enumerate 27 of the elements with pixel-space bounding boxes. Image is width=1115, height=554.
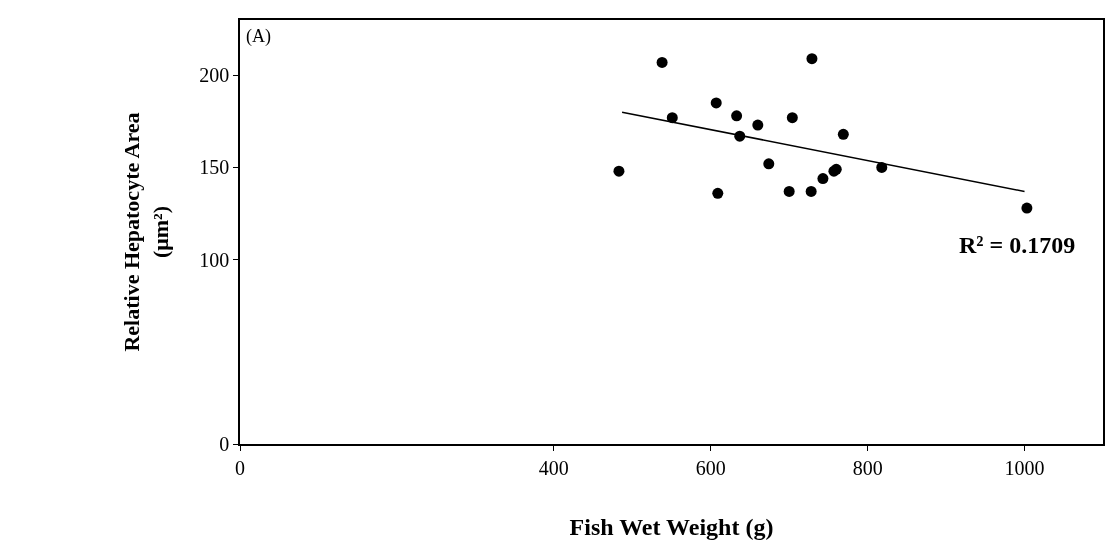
point (805, 185, 817, 197)
point (817, 173, 829, 185)
x-tick-label: 0 (235, 456, 245, 479)
x-tick-label: 400 (538, 456, 569, 479)
point (837, 128, 849, 140)
annotation: (A) (246, 26, 271, 47)
point (783, 185, 795, 197)
point (752, 119, 764, 131)
point (712, 187, 724, 199)
x-tick-label: 800 (852, 456, 883, 479)
y-axis-title: Relative Hepatocyte Area (μm²) (118, 112, 173, 352)
y-tick-label: 150 (199, 156, 230, 179)
x-axis-title: Fish Wet Weight (g) (569, 513, 774, 540)
annotation: R² = 0.1709 (959, 232, 1076, 258)
point (656, 56, 668, 68)
point (710, 97, 722, 109)
point (806, 53, 818, 65)
x-tick-label: 1000 (1004, 456, 1045, 479)
point (786, 112, 798, 124)
y-tick-label: 100 (199, 248, 230, 271)
point (763, 158, 775, 170)
point (613, 165, 625, 177)
point (731, 110, 743, 122)
point (1021, 202, 1033, 214)
x-tick-label: 600 (695, 456, 726, 479)
y-tick-label: 0 (219, 433, 230, 455)
y-tick-label: 200 (199, 64, 230, 87)
